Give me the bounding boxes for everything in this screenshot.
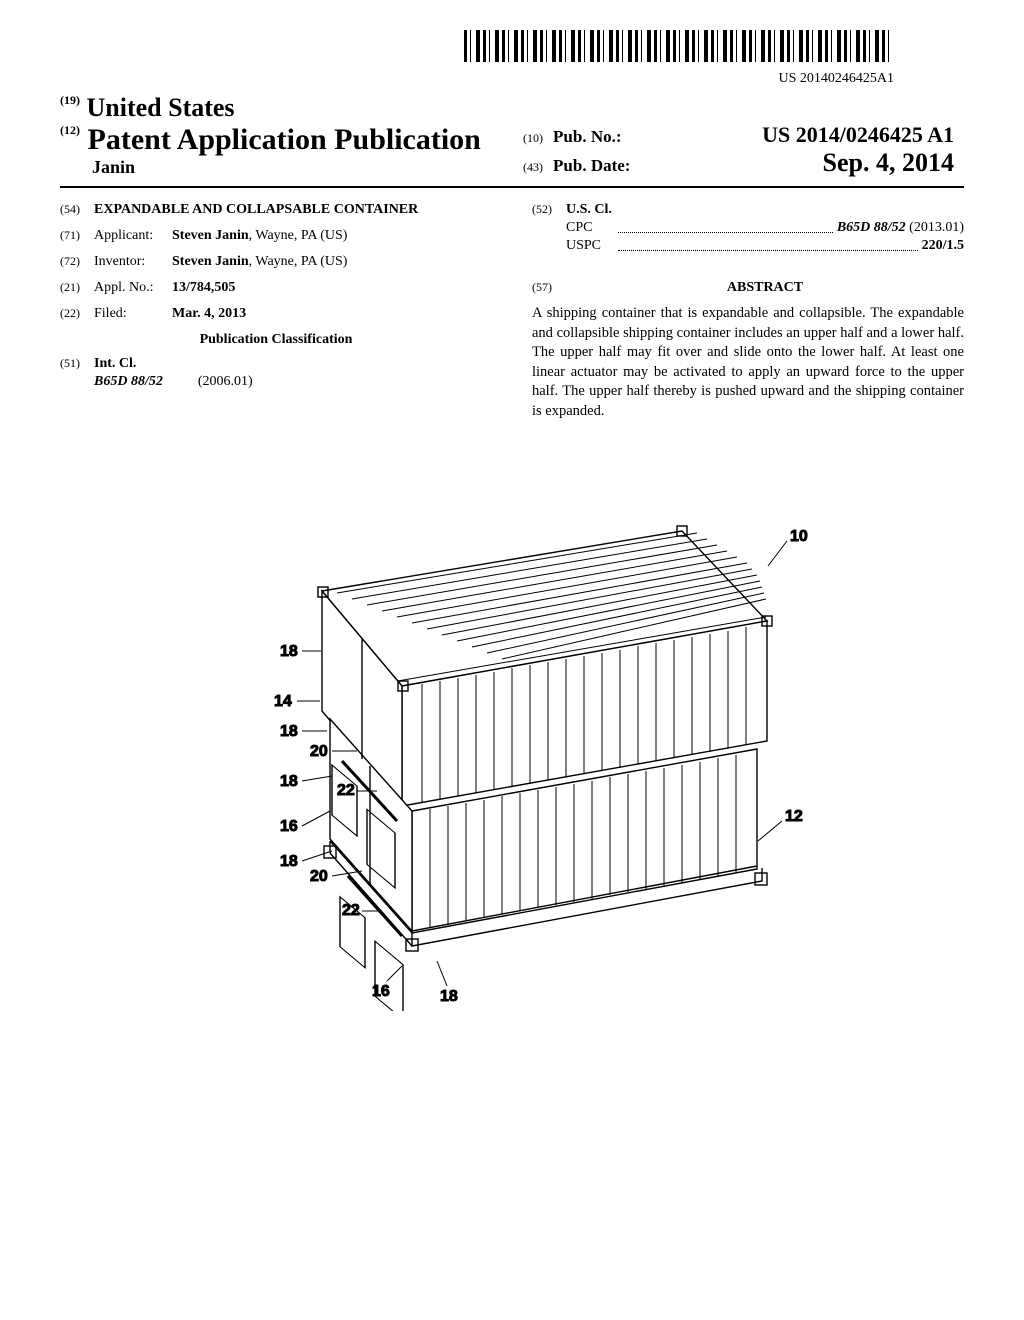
filed-num: (22) bbox=[60, 306, 94, 322]
uspc-label: USPC bbox=[566, 238, 614, 254]
inventor-num: (72) bbox=[60, 254, 94, 270]
right-column: (52) U.S. Cl. CPC B65D 88/52 (2013.01) U… bbox=[532, 202, 964, 421]
dots-leader bbox=[618, 220, 833, 233]
container-drawing: 10 12 14 16 16 18 18 18 18 18 20 20 22 2… bbox=[202, 471, 822, 1011]
abstract-heading: ABSTRACT bbox=[566, 280, 964, 296]
filed-value: Mar. 4, 2013 bbox=[172, 306, 492, 322]
applicant-name: Steven Janin bbox=[172, 228, 249, 243]
callout-18b: 18 bbox=[280, 723, 298, 740]
callout-18a: 18 bbox=[280, 643, 298, 660]
publication-title: Patent Application Publication bbox=[88, 123, 481, 156]
callout-18e: 18 bbox=[440, 988, 458, 1005]
left-column: (54) EXPANDABLE AND COLLAPSABLE CONTAINE… bbox=[60, 202, 492, 421]
uscl-num: (52) bbox=[532, 202, 566, 218]
uscl-label: U.S. Cl. bbox=[566, 202, 964, 218]
abstract-text: A shipping container that is expandable … bbox=[532, 304, 964, 421]
barcode-area bbox=[60, 30, 894, 67]
inventor-name: Steven Janin bbox=[172, 254, 249, 269]
cpc-date: (2013.01) bbox=[909, 220, 964, 235]
callout-16b: 16 bbox=[372, 983, 390, 1000]
applno-num: (21) bbox=[60, 280, 94, 296]
pub-classification-heading: Publication Classification bbox=[60, 332, 492, 348]
callout-20a: 20 bbox=[310, 743, 328, 760]
callout-12: 12 bbox=[785, 808, 803, 825]
filed-label: Filed: bbox=[94, 306, 172, 322]
header-rule bbox=[60, 186, 964, 188]
dots-leader bbox=[618, 238, 918, 251]
author-name: Janin bbox=[60, 157, 523, 178]
inventor-loc: , Wayne, PA (US) bbox=[249, 254, 348, 269]
intcl-num: (51) bbox=[60, 356, 94, 372]
callout-22a: 22 bbox=[337, 782, 355, 799]
callout-18d: 18 bbox=[280, 853, 298, 870]
callout-20b: 20 bbox=[310, 868, 328, 885]
body-columns: (54) EXPANDABLE AND COLLAPSABLE CONTAINE… bbox=[60, 202, 964, 421]
callout-16a: 16 bbox=[280, 818, 298, 835]
cpc-label: CPC bbox=[566, 220, 614, 236]
document-header: (19) United States (12) Patent Applicati… bbox=[60, 93, 964, 178]
applno-label: Appl. No.: bbox=[94, 280, 172, 296]
callout-10: 10 bbox=[790, 528, 808, 545]
callout-18c: 18 bbox=[280, 773, 298, 790]
pubno-num: (10) bbox=[523, 131, 553, 146]
pubdate-label: Pub. Date: bbox=[553, 156, 630, 176]
pubno-label: Pub. No.: bbox=[553, 127, 621, 147]
pubdate-value: Sep. 4, 2014 bbox=[823, 148, 954, 178]
intcl-code: B65D 88/52 bbox=[94, 374, 163, 389]
pubdate-num: (43) bbox=[523, 160, 553, 175]
country-name: United States bbox=[87, 93, 235, 122]
country-num: (19) bbox=[60, 93, 80, 107]
applno-value: 13/784,505 bbox=[172, 280, 492, 296]
abstract-num: (57) bbox=[532, 280, 566, 295]
cpc-code: B65D 88/52 bbox=[837, 220, 906, 235]
barcode-graphic bbox=[464, 30, 894, 62]
barcode-label: US 20140246425A1 bbox=[60, 71, 894, 87]
pub-num: (12) bbox=[60, 123, 80, 137]
applicant-label: Applicant: bbox=[94, 228, 172, 244]
inventor-label: Inventor: bbox=[94, 254, 172, 270]
title-num: (54) bbox=[60, 202, 94, 218]
applicant-loc: , Wayne, PA (US) bbox=[249, 228, 348, 243]
callout-22b: 22 bbox=[342, 902, 360, 919]
uspc-code: 220/1.5 bbox=[922, 238, 964, 254]
intcl-label: Int. Cl. bbox=[94, 356, 492, 372]
callout-14: 14 bbox=[274, 693, 292, 710]
applicant-num: (71) bbox=[60, 228, 94, 244]
pubno-value: US 2014/0246425 A1 bbox=[762, 122, 954, 148]
invention-title: EXPANDABLE AND COLLAPSABLE CONTAINER bbox=[94, 202, 492, 218]
intcl-date: (2006.01) bbox=[198, 374, 253, 389]
patent-figure: 10 12 14 16 16 18 18 18 18 18 20 20 22 2… bbox=[60, 471, 964, 1016]
